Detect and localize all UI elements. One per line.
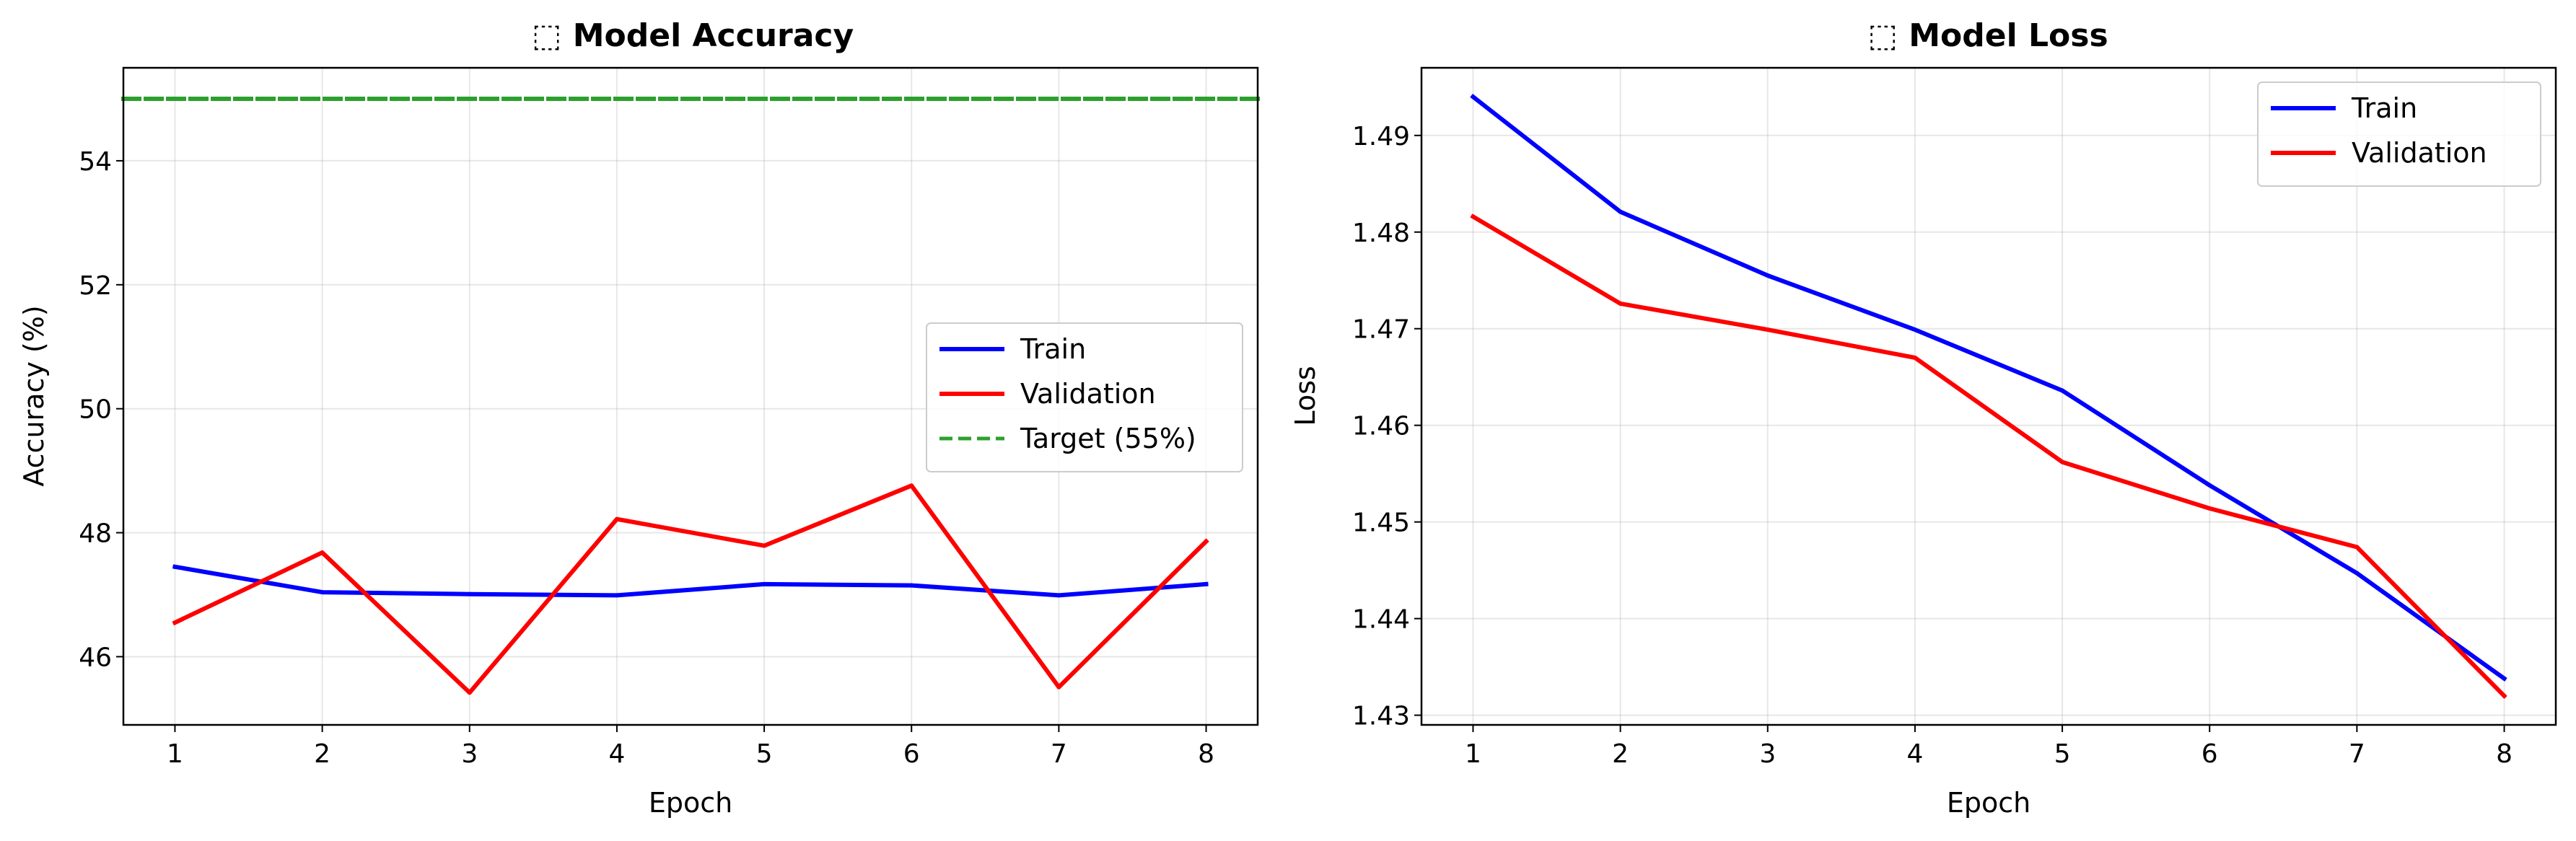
loss-x-tick-label-3: 3 (1759, 739, 1776, 769)
loss-validation-point-2 (1618, 301, 1623, 306)
accuracy-chart-title: ⬚ Model Accuracy (532, 17, 854, 54)
loss-validation-point-1 (1471, 214, 1476, 219)
accuracy-x-tick-label-2: 2 (314, 739, 330, 769)
accuracy-y-tick-label-1: 48 (79, 519, 112, 549)
accuracy-legend: Train Validation Target (55%) (926, 322, 1243, 472)
loss-y-tick-label-0: 1.43 (1352, 702, 1410, 731)
accuracy-validation-point-2 (320, 550, 325, 555)
loss-x-tick-label-8: 8 (2496, 739, 2513, 769)
accuracy-x-tick-label-4: 4 (608, 739, 625, 769)
accuracy-legend-label-2: Target (55%) (1020, 423, 1196, 454)
loss-legend: Train Validation (2257, 82, 2541, 187)
accuracy-series (172, 483, 1209, 695)
loss-train-point-3 (1765, 273, 1770, 278)
accuracy-train-point-8 (1204, 581, 1209, 586)
loss-train-point-2 (1618, 209, 1623, 214)
accuracy-grid (123, 68, 1258, 725)
loss-chart-title: ⬚ Model Loss (1867, 17, 2108, 54)
accuracy-y-tick-label-4: 54 (79, 147, 112, 177)
loss-train-point-4 (1912, 327, 1917, 333)
accuracy-x-tick-label-8: 8 (1198, 739, 1214, 769)
loss-x-tick-label-5: 5 (2054, 739, 2071, 769)
loss-legend-label-0: Train (2351, 92, 2417, 124)
loss-train-point-1 (1471, 94, 1476, 100)
loss-y-tick-label-3: 1.46 (1352, 412, 1410, 441)
loss-x-tick-label-4: 4 (1906, 739, 1923, 769)
loss-y-tick-label-2: 1.45 (1352, 508, 1410, 538)
loss-train-point-8 (2502, 676, 2507, 681)
loss-y-tick-label-5: 1.48 (1352, 219, 1410, 248)
loss-validation-point-3 (1765, 327, 1770, 333)
accuracy-chart: ⬚ Model Accuracy 1 2 3 4 5 6 7 8 46 48 50 52 54 Epoc… (18, 17, 1260, 819)
accuracy-train-point-7 (1056, 593, 1061, 598)
accuracy-y-tick-label-2: 50 (79, 395, 112, 425)
accuracy-legend-label-0: Train (1020, 333, 1086, 365)
accuracy-series-line-validation (172, 483, 1209, 695)
loss-x-tick-label-7: 7 (2349, 739, 2365, 769)
accuracy-validation-point-4 (614, 516, 619, 521)
loss-series (1470, 93, 2507, 700)
loss-legend-label-1: Validation (2352, 137, 2487, 169)
loss-plot-frame (1420, 66, 2557, 726)
loss-validation-point-4 (1912, 355, 1917, 360)
accuracy-validation-point-6 (909, 483, 914, 488)
accuracy-validation-point-7 (1056, 684, 1061, 690)
accuracy-series-line-train (172, 564, 1209, 598)
loss-train-point-7 (2354, 571, 2360, 576)
accuracy-validation-point-1 (172, 620, 178, 625)
accuracy-x-axis-label: Epoch (649, 787, 732, 819)
accuracy-train-point-5 (762, 581, 767, 586)
accuracy-legend-label-1: Validation (1020, 378, 1156, 410)
loss-y-tick-label-1: 1.44 (1352, 605, 1410, 635)
accuracy-y-axis-label: Accuracy (%) (18, 305, 50, 486)
loss-x-tick-label-6: 6 (2202, 739, 2218, 769)
loss-series-line-validation (1470, 213, 2507, 700)
accuracy-x-tick-label-5: 5 (756, 739, 773, 769)
accuracy-validation-point-5 (762, 543, 767, 548)
accuracy-x-tick-label-6: 6 (903, 739, 920, 769)
loss-y-tick-label-4: 1.47 (1352, 315, 1410, 345)
loss-x-tick-label-2: 2 (1612, 739, 1629, 769)
loss-series-line-train (1470, 93, 2507, 682)
accuracy-validation-point-8 (1204, 539, 1209, 544)
accuracy-ticks: 1 2 3 4 5 6 7 8 46 48 50 52 54 (79, 147, 1214, 769)
loss-y-tick-label-6: 1.49 (1352, 122, 1410, 151)
accuracy-train-point-6 (909, 583, 914, 588)
loss-validation-point-7 (2354, 545, 2360, 550)
loss-chart: ⬚ Model Loss 1 2 3 4 5 6 7 8 1.43 1.44 1.45 1.46 1.4… (1289, 17, 2557, 819)
loss-x-axis-label: Epoch (1947, 787, 2030, 819)
accuracy-x-tick-label-1: 1 (167, 739, 183, 769)
loss-ticks: 1 2 3 4 5 6 7 8 1.43 1.44 1.45 1.46 1.47 1.48 1.49 (1352, 122, 2513, 769)
accuracy-y-tick-label-3: 52 (79, 271, 112, 301)
loss-train-point-6 (2207, 483, 2212, 488)
accuracy-x-tick-label-7: 7 (1051, 739, 1067, 769)
accuracy-x-tick-label-3: 3 (461, 739, 478, 769)
accuracy-train-point-1 (172, 564, 178, 569)
loss-validation-point-8 (2502, 693, 2507, 698)
accuracy-plot-frame (122, 66, 1259, 726)
loss-x-tick-label-1: 1 (1465, 739, 1481, 769)
accuracy-y-tick-label-0: 46 (79, 643, 112, 672)
accuracy-legend-box (926, 322, 1243, 472)
accuracy-train-point-4 (614, 593, 619, 598)
accuracy-train-point-3 (467, 591, 472, 596)
accuracy-validation-point-3 (467, 690, 472, 695)
loss-y-axis-label: Loss (1289, 366, 1321, 426)
loss-validation-point-5 (2060, 459, 2065, 464)
loss-train-point-5 (2060, 388, 2065, 393)
accuracy-train-point-2 (320, 590, 325, 595)
loss-validation-point-6 (2207, 506, 2212, 511)
